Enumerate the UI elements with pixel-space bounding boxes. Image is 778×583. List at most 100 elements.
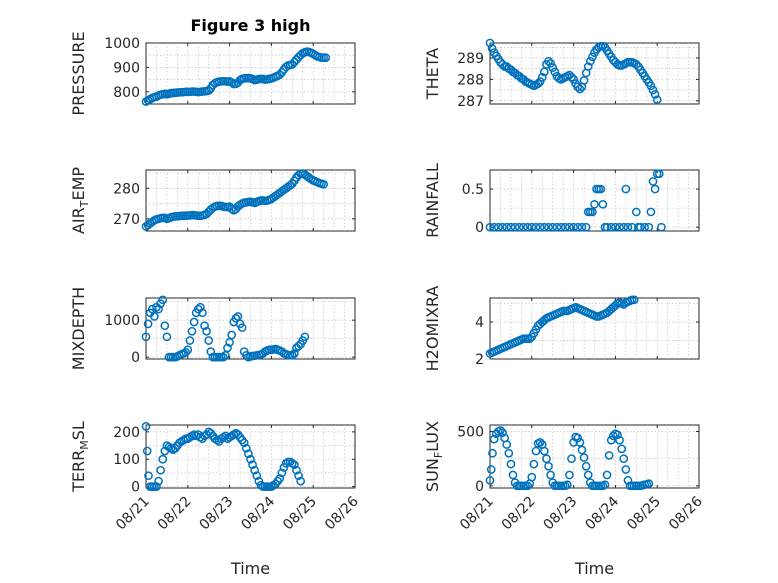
- y-tick-label: 100: [113, 452, 140, 468]
- data-point: [290, 460, 299, 470]
- data-point: [198, 308, 207, 318]
- figure-title: Figure 3 high: [191, 16, 311, 35]
- data-point: [535, 438, 545, 447]
- data-point: [488, 448, 497, 458]
- data-point: [485, 222, 495, 232]
- ylabel-3: RAINFALL: [423, 163, 442, 238]
- data-point: [287, 60, 297, 69]
- data-point: [629, 295, 639, 305]
- data-point: [154, 476, 163, 486]
- x-tick-label: 08/23: [541, 494, 581, 534]
- data-point: [498, 428, 507, 437]
- data-point: [237, 323, 247, 332]
- x-tick-label: 08/22: [499, 494, 539, 534]
- data-point: [644, 222, 654, 232]
- data-point: [539, 67, 549, 77]
- ylabel-1: THETA: [423, 48, 442, 100]
- data-point: [204, 86, 214, 95]
- ylabel-4: MIXDEPTH: [69, 287, 88, 370]
- subplot-5: 2 4 H2OMIXRA: [423, 286, 700, 371]
- data-point: [608, 431, 618, 441]
- data-point: [577, 222, 587, 232]
- data-point: [640, 222, 650, 232]
- data-point: [494, 222, 503, 232]
- data-point: [648, 177, 658, 186]
- data-point: [287, 350, 297, 360]
- y-tick-label: 4: [475, 315, 484, 331]
- data-point: [537, 72, 547, 82]
- data-point: [319, 179, 328, 189]
- data-point: [223, 343, 232, 353]
- data-point: [162, 332, 172, 342]
- data-point: [596, 184, 606, 194]
- data-point: [581, 222, 591, 232]
- data-point: [535, 222, 545, 232]
- data-point: [646, 207, 656, 217]
- data-point: [244, 449, 253, 459]
- data-point: [611, 222, 620, 232]
- data-point: [156, 465, 165, 475]
- data-point: [590, 199, 599, 209]
- data-point: [585, 56, 595, 66]
- data-point: [544, 222, 553, 232]
- data-point: [539, 222, 549, 232]
- data-point: [602, 470, 612, 480]
- data-point: [498, 222, 507, 232]
- data-point: [544, 461, 553, 471]
- data-point: [143, 319, 153, 329]
- x-tick-label: 08/21: [113, 494, 153, 534]
- y-tick-label: 900: [113, 60, 140, 76]
- data-point: [523, 481, 532, 491]
- data-point: [150, 312, 159, 321]
- xlabel-7: Time: [574, 559, 614, 578]
- data-point: [657, 222, 666, 232]
- data-point: [506, 459, 516, 469]
- data-point: [556, 222, 566, 232]
- data-point: [160, 321, 170, 331]
- data-point: [569, 75, 578, 84]
- axes-box-4: [145, 297, 356, 360]
- data-point: [650, 184, 660, 194]
- ylabel-7: SUNFLUX: [423, 421, 445, 492]
- data-point: [498, 60, 507, 69]
- data-point: [527, 472, 537, 482]
- subplot-3: 0 0.5 RAINFALL: [423, 163, 700, 238]
- y-tick-label: 287: [457, 94, 484, 110]
- data-point: [646, 81, 656, 91]
- data-point: [152, 482, 161, 491]
- data-point: [621, 465, 631, 474]
- data-point: [279, 463, 289, 472]
- data-point: [141, 422, 151, 431]
- y-tick-label: 289: [457, 51, 484, 67]
- x-tick-label: 08/26: [666, 493, 706, 533]
- y-tick-label: 500: [457, 425, 484, 441]
- data-point: [502, 440, 512, 449]
- data-point: [252, 471, 262, 481]
- data-point: [506, 222, 516, 232]
- data-point: [650, 90, 660, 99]
- data-point: [185, 336, 195, 345]
- data-point: [644, 479, 654, 489]
- data-point: [519, 222, 528, 232]
- data-point: [529, 459, 539, 469]
- data-point: [195, 302, 205, 312]
- data-point: [604, 451, 614, 460]
- subplot-1: 287 288 289 THETA: [423, 38, 700, 110]
- data-point: [486, 465, 496, 474]
- data-point: [292, 465, 301, 475]
- y-tick-label: 1000: [104, 313, 140, 329]
- x-tick-label: 08/25: [280, 494, 320, 534]
- data-point: [294, 341, 303, 351]
- data-point: [204, 336, 214, 345]
- data-point: [560, 222, 570, 232]
- data-point: [598, 199, 608, 209]
- data-point: [615, 435, 624, 445]
- data-point: [531, 222, 541, 232]
- y-tick-label: 288: [457, 72, 484, 88]
- data-point: [565, 470, 574, 480]
- data-point: [577, 445, 587, 455]
- data-point: [588, 52, 597, 62]
- data-point: [144, 471, 153, 481]
- data-point: [510, 222, 520, 232]
